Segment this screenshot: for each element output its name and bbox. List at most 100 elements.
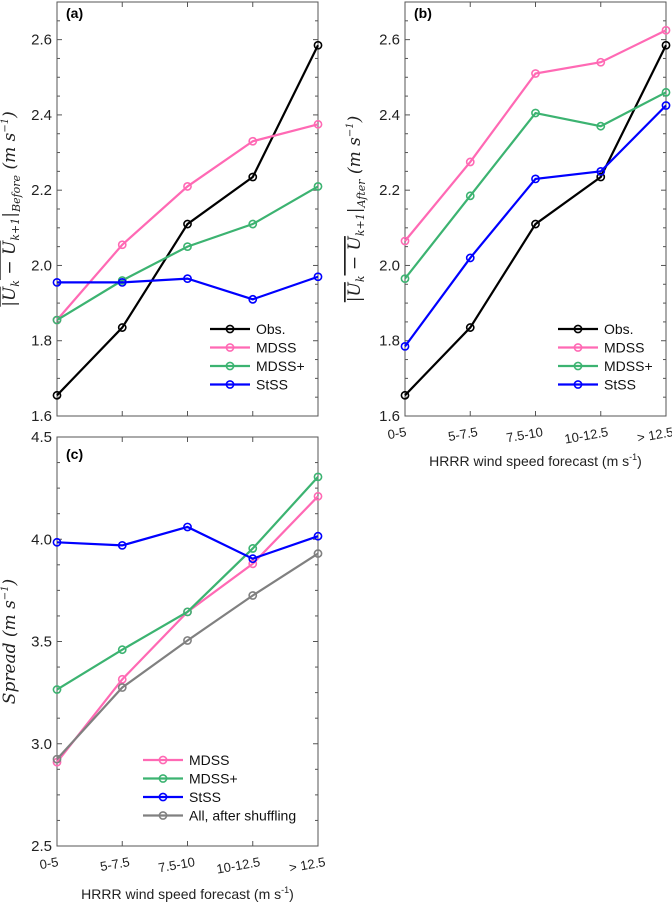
data-point [400, 236, 410, 246]
legend-marker [573, 343, 583, 352]
data-point [117, 645, 127, 655]
legend-entry: All, after shuffling [143, 808, 296, 824]
x-tick-label: 7.5-10 [505, 424, 544, 445]
legend-label: MDSS+ [256, 358, 305, 374]
y-label-part: Before [10, 174, 23, 213]
legend-entry: MDSS [558, 340, 644, 356]
legend-marker [573, 361, 583, 371]
y-tick-label: 4.0 [31, 531, 52, 548]
data-point [183, 242, 192, 252]
series-line [56, 123, 319, 321]
y-tick-label: 2.6 [31, 32, 52, 49]
y-tick-label: 2.6 [379, 32, 400, 49]
series-line [56, 185, 319, 321]
y-label-part: After [355, 179, 368, 209]
y-label-part: | [0, 212, 20, 218]
legend-label: StSS [256, 377, 288, 393]
y-label-part: k [354, 275, 367, 282]
data-point [313, 272, 323, 282]
data-point [313, 182, 323, 191]
data-point [313, 472, 323, 482]
data-point [313, 40, 323, 50]
data-point [248, 172, 258, 182]
x-axis-label: HRRR wind speed forecast (m s-1) [81, 885, 294, 902]
data-point [52, 754, 62, 764]
legend-marker [158, 755, 168, 765]
series-line [56, 525, 319, 560]
y-tick-label: 2.0 [31, 257, 52, 274]
data-point [183, 219, 192, 229]
y-axis-label: |Uk − Uk+1|After (m s−1) [345, 116, 368, 302]
legend-marker [225, 380, 235, 389]
legend-entry: Obs. [210, 321, 286, 337]
y-label-part: (m s [345, 137, 365, 180]
y-axis-label: |Uk − Uk+1|Before (m s−1) [0, 111, 23, 307]
panel-label: (b) [414, 5, 432, 21]
data-point [248, 219, 258, 229]
data-point [117, 323, 127, 332]
panel-c: 2.5 3.0 3.5 4.0 4.5 0-5 5-7.5 7.5-10 10-12.5 > 12… [0, 429, 327, 902]
y-tick-label: 1.8 [31, 333, 52, 350]
legend-entry: StSS [558, 377, 636, 393]
legend-label: StSS [604, 377, 636, 393]
y-label-part: (m s [0, 600, 20, 643]
data-point [52, 390, 62, 400]
legend-label: All, after shuffling [189, 808, 296, 824]
y-label-part: k [9, 280, 22, 287]
series-line [57, 275, 319, 301]
series-line [56, 552, 319, 760]
y-label-part: − U [0, 240, 20, 280]
y-tick-label: 2.0 [379, 257, 400, 274]
x-tick-label: 0-5 [386, 424, 407, 442]
legend-marker [158, 792, 168, 802]
y-label-part: | [345, 207, 365, 213]
legend-label: MDSS [604, 340, 644, 356]
x-label-text: HRRR wind speed forecast (m s [429, 453, 629, 469]
legend-entry: MDSS+ [210, 358, 305, 374]
series-line [404, 104, 667, 348]
panel-label: (a) [66, 5, 83, 21]
y-axis-label: Spread (m s−1) [0, 579, 20, 704]
panel-a: 1.6 1.8 2.0 2.2 2.4 2.6 (a) |Uk − Uk+1|Before (… [0, 1, 323, 425]
data-point [661, 101, 671, 110]
data-point [465, 253, 475, 263]
y-label-part: ) [0, 111, 20, 119]
data-point [183, 274, 192, 284]
legend-marker [225, 361, 235, 371]
panel-label: (c) [66, 446, 83, 462]
y-label-part: −1 [0, 118, 11, 133]
y-tick-label: 2.4 [31, 107, 52, 124]
series-mdss [400, 25, 671, 246]
y-label-part: k+1 [9, 218, 22, 241]
data-point [183, 636, 192, 645]
series-line [56, 44, 319, 397]
series-line [404, 29, 667, 242]
x-tick-label: 10-12.5 [563, 424, 609, 446]
data-point [313, 549, 323, 558]
data-point [248, 294, 258, 304]
data-point [183, 522, 192, 532]
series-mdss- [400, 87, 671, 284]
y-label-part: |U [345, 281, 365, 302]
panel-b: 1.6 1.8 2.0 2.2 2.4 2.6 0-5 5-7.5 7.5-10 10-12.5 >… [345, 1, 672, 469]
legend-label: MDSS+ [189, 771, 238, 787]
y-label-part: k+1 [354, 213, 367, 236]
data-point [117, 277, 127, 287]
data-point [531, 69, 540, 78]
data-point [465, 191, 475, 201]
y-label-part: ) [0, 579, 20, 587]
x-tick-label: 0-5 [38, 854, 59, 872]
data-point [248, 544, 258, 553]
series-all-after-shuffling [52, 549, 323, 764]
y-tick-label: 1.6 [31, 408, 52, 425]
x-label-end: ) [637, 453, 642, 469]
data-point [596, 172, 606, 182]
legend-entry: Obs. [558, 321, 634, 337]
data-point [400, 341, 410, 351]
series-line [404, 91, 667, 280]
x-label-end: ) [289, 886, 294, 902]
data-point [465, 157, 475, 167]
series-line [404, 44, 667, 397]
data-point [313, 531, 323, 541]
series-stss [52, 272, 323, 304]
